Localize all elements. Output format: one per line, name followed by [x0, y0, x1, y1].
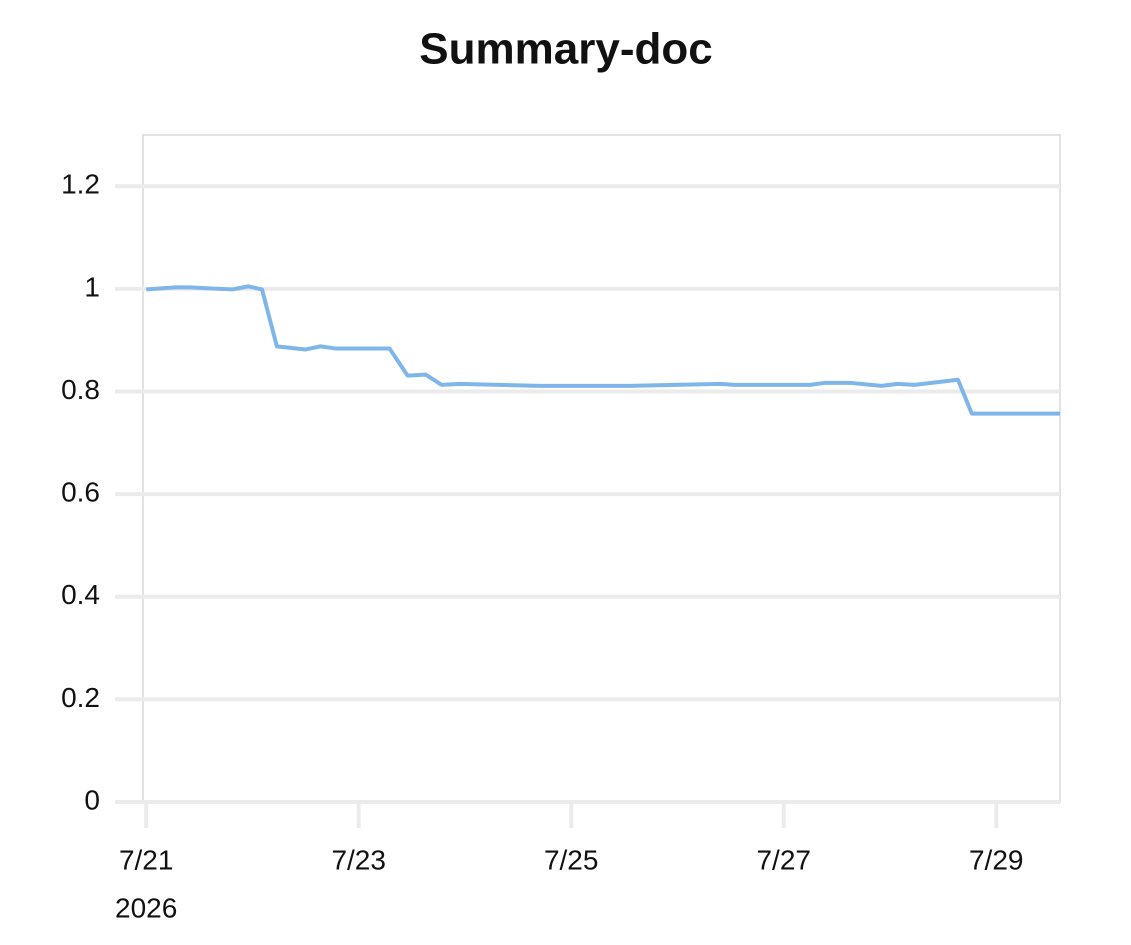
- x-tick-label: 7/23: [331, 844, 386, 875]
- chart-title: Summary-doc: [419, 25, 712, 74]
- x-tick-label: 7/25: [544, 844, 599, 875]
- x-year-label: 2026: [115, 892, 177, 923]
- y-tick-label: 1: [84, 271, 100, 302]
- y-tick-label: 0.2: [61, 682, 100, 713]
- plot-frame: [142, 134, 1061, 803]
- x-tick-label: 7/21: [119, 844, 174, 875]
- y-tick-label: 0.4: [61, 579, 100, 610]
- y-tick-label: 0.6: [61, 477, 100, 508]
- y-tick-label: 0.8: [61, 374, 100, 405]
- line: [146, 284, 1060, 416]
- y-tick-label: 0: [84, 784, 100, 815]
- y-tick-label: 1.2: [61, 169, 100, 200]
- x-tick-label: 7/27: [756, 844, 811, 875]
- x-tick-label: 7/29: [969, 844, 1024, 875]
